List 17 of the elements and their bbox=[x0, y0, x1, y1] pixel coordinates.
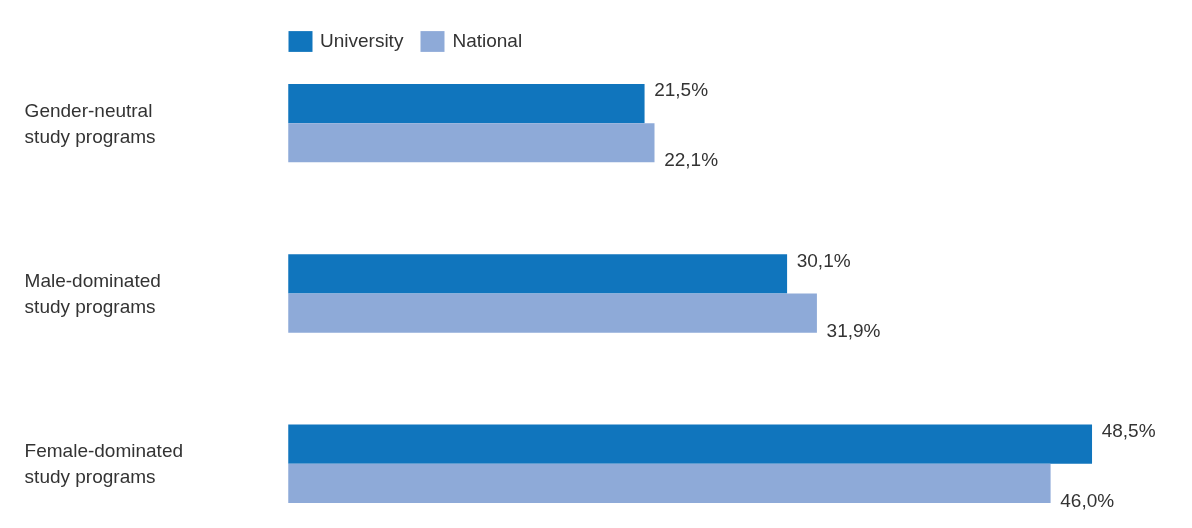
data-label: 21,5% bbox=[654, 79, 709, 101]
legend-label: National bbox=[452, 30, 523, 52]
y-tick-label: Male-dominated study programs bbox=[24, 269, 161, 318]
bar bbox=[288, 254, 788, 294]
y-tick-label: Gender-neutral study programs bbox=[24, 99, 156, 147]
bar bbox=[288, 123, 655, 163]
bar bbox=[288, 293, 817, 333]
data-label: 22,1% bbox=[664, 149, 719, 171]
bar bbox=[288, 424, 1093, 464]
y-tick-label: Female-dominated study programs bbox=[24, 440, 184, 488]
legend-label: University bbox=[320, 30, 404, 52]
bar bbox=[288, 83, 645, 124]
data-label: 48,5% bbox=[1101, 420, 1156, 442]
bar bbox=[288, 463, 1051, 503]
data-label: 46,0% bbox=[1060, 489, 1115, 511]
data-label: 30,1% bbox=[796, 249, 851, 271]
data-label: 31,9% bbox=[826, 319, 881, 341]
